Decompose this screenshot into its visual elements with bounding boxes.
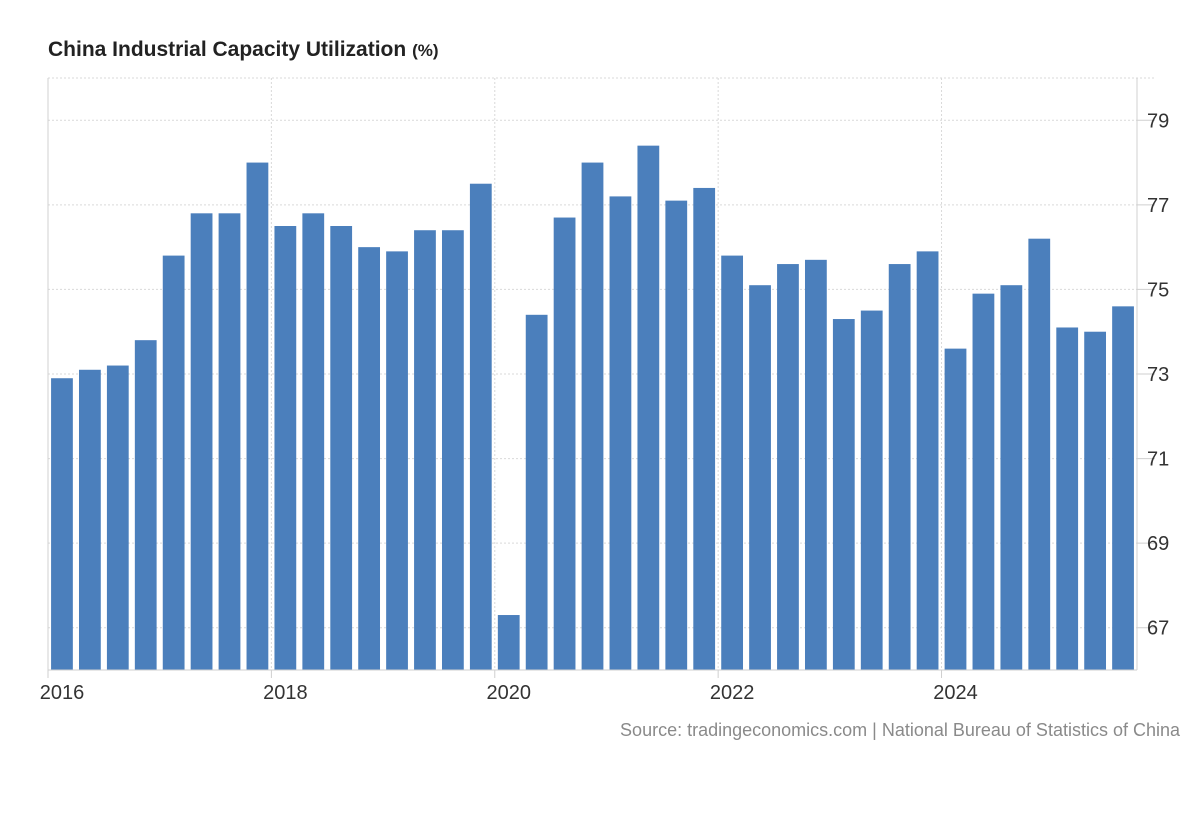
y-tick-label: 73: [1147, 364, 1169, 386]
bar: [51, 378, 73, 670]
chart-title-unit: (%): [412, 41, 439, 60]
bar: [386, 251, 408, 670]
bar: [1028, 238, 1051, 670]
x-tick-label: 2022: [710, 682, 755, 704]
bar: [441, 230, 464, 670]
bar: [749, 285, 771, 670]
bar: [525, 314, 548, 670]
bar: [106, 365, 129, 670]
bar: [581, 162, 604, 671]
bar: [1112, 306, 1134, 670]
bar: [358, 247, 381, 670]
bar: [665, 200, 688, 670]
y-tick-label: 79: [1147, 110, 1169, 132]
x-tick-label: 2020: [487, 682, 532, 704]
y-tick-label: 69: [1147, 533, 1169, 555]
bar: [721, 255, 744, 670]
bar: [330, 226, 353, 670]
x-tick-label: 2024: [933, 682, 978, 704]
axes-layer: [47, 78, 1155, 678]
bar: [916, 251, 939, 670]
bar: [1000, 285, 1023, 670]
source-caption: Source: tradingeconomics.com | National …: [620, 720, 1180, 740]
bar: [972, 293, 995, 670]
bars-layer: [51, 145, 1134, 671]
x-tick-label: 2018: [263, 682, 308, 704]
bar: [246, 162, 269, 671]
bar: [1084, 331, 1107, 670]
chart-title: China Industrial Capacity Utilization (%…: [48, 38, 439, 62]
y-tick-label: 67: [1147, 618, 1169, 640]
bar: [777, 264, 799, 670]
bar: [469, 183, 492, 670]
labels-layer: 67 69 71 73 75 77 79 2016 2018 2020 2022 2024: [40, 110, 1170, 704]
bar: [78, 369, 101, 670]
bar: [162, 255, 185, 670]
bar: [693, 187, 716, 670]
bar: [274, 226, 297, 670]
bar: [190, 213, 213, 671]
bar: [553, 217, 576, 671]
chart-title-text: China Industrial Capacity Utilization: [48, 38, 407, 61]
bar: [414, 230, 436, 670]
bar: [888, 264, 911, 670]
bar: [218, 213, 241, 671]
y-tick-label: 71: [1147, 449, 1169, 471]
bar: [637, 145, 660, 670]
bar: [832, 319, 855, 670]
x-tick-label: 2016: [40, 682, 85, 704]
bar: [497, 615, 520, 670]
bar: [302, 213, 325, 671]
bar: [804, 259, 827, 670]
bar: [860, 310, 883, 670]
bar: [1056, 327, 1079, 670]
bar: [134, 340, 157, 670]
y-tick-label: 75: [1147, 279, 1169, 301]
bar: [944, 348, 967, 670]
bar: [609, 196, 632, 670]
y-tick-label: 77: [1147, 195, 1169, 217]
